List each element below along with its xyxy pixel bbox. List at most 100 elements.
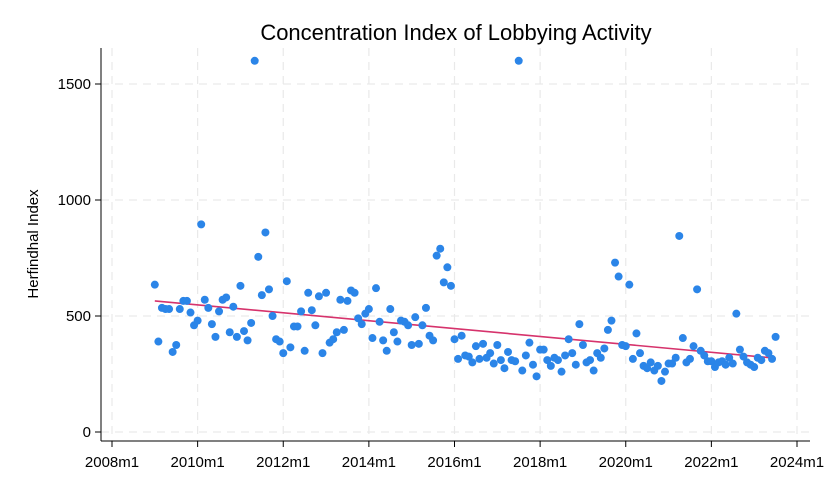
data-point — [354, 314, 363, 323]
data-point — [732, 309, 741, 318]
data-point — [204, 303, 213, 312]
data-point — [685, 354, 694, 363]
data-point — [457, 331, 466, 340]
data-point — [657, 376, 666, 385]
data-point — [557, 367, 566, 376]
data-point — [632, 329, 641, 338]
x-tick-label: 2020m1 — [599, 454, 653, 471]
data-point — [603, 325, 612, 334]
y-axis-label: Herfindhal Index — [25, 189, 42, 299]
data-point — [504, 347, 513, 356]
data-point — [261, 228, 270, 237]
data-point — [514, 56, 523, 65]
x-tick-label: 2010m1 — [171, 454, 225, 471]
data-point — [182, 296, 191, 305]
data-point — [546, 361, 555, 370]
data-point — [757, 356, 766, 365]
x-tick-label: 2008m1 — [85, 454, 139, 471]
data-point — [707, 357, 716, 366]
data-point — [446, 281, 455, 290]
data-point — [575, 320, 584, 329]
data-point — [518, 366, 527, 375]
data-point — [539, 345, 548, 354]
data-point — [343, 296, 352, 305]
data-point — [332, 328, 341, 337]
data-point — [553, 356, 562, 365]
data-point — [304, 288, 313, 297]
data-point — [525, 338, 534, 347]
y-tick-label: 0 — [83, 424, 91, 441]
data-point — [364, 305, 373, 314]
data-point — [286, 343, 295, 352]
data-point — [150, 280, 159, 289]
data-point — [454, 354, 463, 363]
data-point — [197, 220, 206, 229]
data-point — [225, 328, 234, 337]
data-point — [689, 342, 698, 351]
x-tick-label: 2024m1 — [770, 454, 824, 471]
data-point — [450, 335, 459, 344]
data-point — [439, 278, 448, 287]
data-point — [407, 341, 416, 349]
y-tick-label: 500 — [66, 308, 91, 325]
data-point — [389, 328, 398, 337]
grid-layer — [101, 48, 810, 441]
data-point — [628, 354, 637, 363]
data-point — [154, 337, 163, 346]
data-point — [671, 353, 680, 362]
data-point — [429, 336, 438, 345]
data-point — [379, 336, 388, 345]
data-point — [768, 354, 777, 363]
data-point — [596, 353, 605, 362]
data-point — [586, 356, 595, 365]
x-tick-label: 2012m1 — [256, 454, 310, 471]
data-point — [215, 307, 224, 316]
data-point — [668, 359, 677, 368]
data-point — [193, 316, 202, 325]
fit-line — [154, 300, 776, 360]
data-point — [607, 316, 616, 325]
data-point — [464, 352, 473, 361]
data-point — [404, 321, 413, 330]
data-point — [229, 302, 238, 311]
data-point — [728, 359, 737, 368]
data-point — [393, 337, 402, 346]
data-point — [721, 360, 730, 369]
data-point — [207, 320, 216, 329]
data-point — [660, 367, 669, 376]
data-point — [675, 231, 684, 240]
data-point — [643, 364, 652, 373]
data-point — [293, 322, 302, 331]
data-point — [350, 288, 359, 297]
data-point — [200, 295, 209, 304]
data-point — [314, 292, 323, 301]
data-point — [175, 305, 184, 314]
data-point — [739, 352, 748, 361]
data-point — [443, 263, 452, 272]
data-point — [771, 332, 780, 341]
data-point — [700, 351, 709, 360]
data-point — [693, 285, 702, 294]
x-tick-label: 2018m1 — [513, 454, 567, 471]
data-point — [479, 339, 488, 348]
data-point — [475, 354, 484, 363]
data-point — [329, 335, 338, 344]
data-point — [543, 356, 552, 365]
data-point — [621, 342, 630, 351]
y-tick-label: 1500 — [58, 76, 91, 93]
data-point — [532, 372, 541, 381]
y-tick-label: 1000 — [58, 192, 91, 209]
data-point — [211, 332, 220, 341]
data-point — [493, 341, 502, 349]
data-point — [307, 306, 316, 315]
data-point — [322, 288, 331, 297]
data-point — [496, 356, 505, 365]
x-tick-label: 2016m1 — [427, 454, 481, 471]
data-point — [764, 349, 773, 358]
data-point — [678, 334, 687, 343]
data-point — [600, 344, 609, 353]
data-point — [311, 321, 320, 330]
data-point — [275, 337, 284, 346]
data-point — [375, 317, 384, 326]
